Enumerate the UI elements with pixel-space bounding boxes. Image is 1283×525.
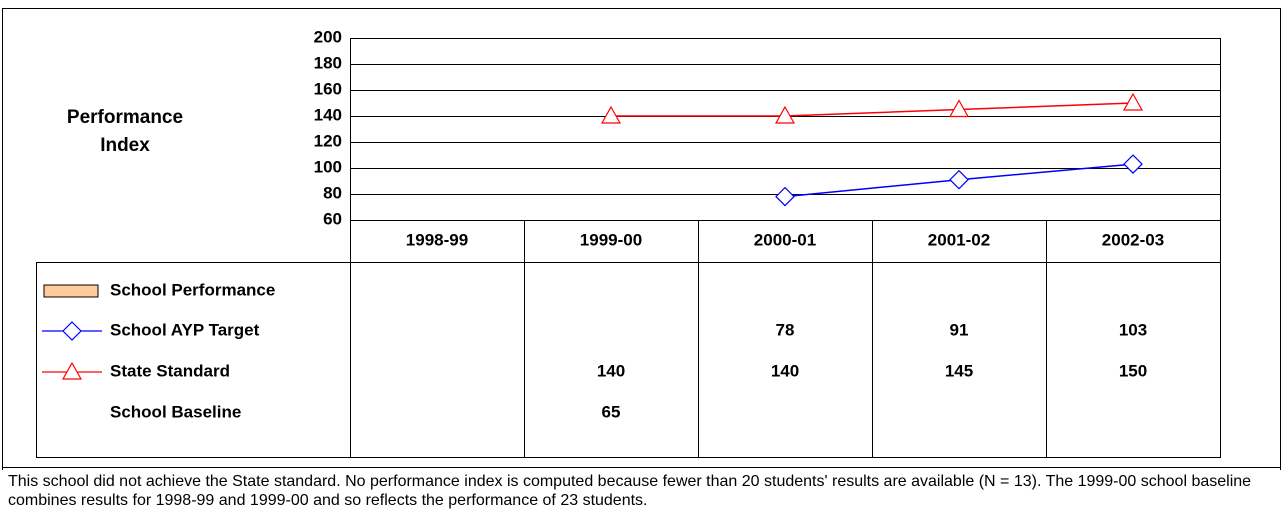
table-value: 78: [776, 320, 795, 339]
marker: [949, 169, 969, 190]
table-value: 65: [602, 402, 621, 421]
chart: 60 80 100 120 140 160 180 200 1998-99 1999-00 2000…: [2, 8, 1281, 470]
legend-label: School AYP Target: [110, 320, 260, 339]
table-value: 145: [945, 361, 973, 380]
x-tick-label: 2001-02: [928, 230, 990, 249]
table-value: 140: [597, 361, 625, 380]
marker: [1122, 92, 1144, 111]
y-tick-label: 200: [314, 27, 342, 46]
marker: [774, 105, 796, 124]
y-tick-label: 120: [314, 131, 342, 150]
x-tick-label: 2002-03: [1102, 230, 1164, 249]
series-line: [611, 102, 1134, 117]
table-value: 103: [1119, 320, 1147, 339]
x-tick-label: 1999-00: [580, 230, 642, 249]
legend-label: State Standard: [110, 361, 230, 380]
legend-swatch: [43, 284, 99, 298]
y-tick-label: 180: [314, 53, 342, 72]
table-value: 150: [1119, 361, 1147, 380]
marker: [600, 105, 622, 124]
frame: [2, 8, 1281, 470]
y-tick-label: 100: [314, 157, 342, 176]
marker: [62, 321, 82, 341]
x-tick-label: 2000-01: [754, 230, 816, 249]
table-value: 140: [771, 361, 799, 380]
y-tick-label: 140: [314, 105, 342, 124]
x-tick-label: 1998-99: [406, 230, 468, 249]
marker: [775, 186, 795, 207]
marker: [948, 99, 970, 118]
y-tick-label: 160: [314, 79, 342, 98]
table-value: 91: [950, 320, 969, 339]
y-axis-label: Performance Index: [66, 107, 184, 156]
marker: [1123, 154, 1143, 174]
marker: [61, 361, 83, 380]
y-tick-label: 80: [323, 183, 342, 202]
legend-label: School Performance: [110, 280, 275, 299]
legend-label: School Baseline: [110, 402, 241, 421]
y-tick-label: 60: [323, 209, 342, 228]
note: This school did not achieve the State st…: [8, 473, 1252, 509]
